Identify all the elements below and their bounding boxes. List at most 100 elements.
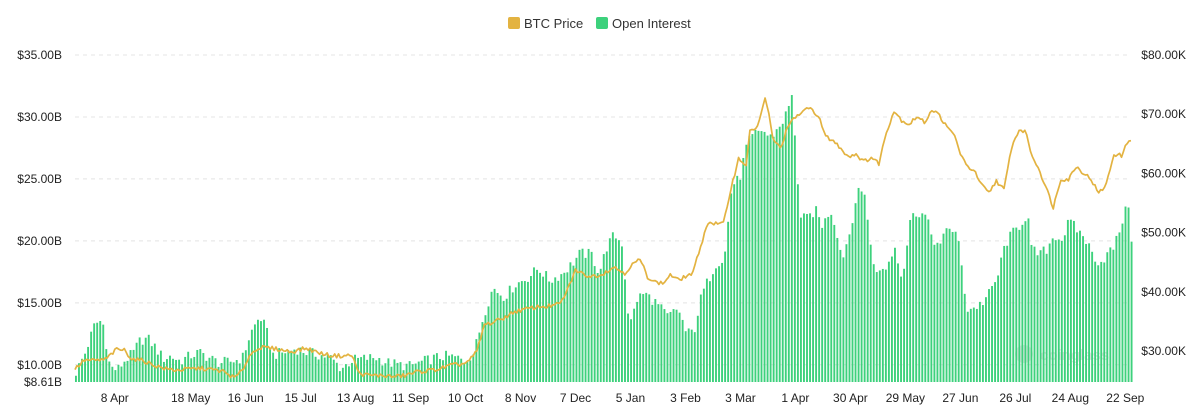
open-interest-bar xyxy=(508,285,511,382)
open-interest-bar xyxy=(1103,262,1106,382)
open-interest-bar xyxy=(1060,240,1063,382)
open-interest-bar xyxy=(208,357,211,382)
open-interest-bar xyxy=(778,126,781,382)
open-interest-bar xyxy=(1051,238,1054,382)
open-interest-bar xyxy=(341,367,344,382)
open-interest-bar xyxy=(818,217,821,382)
open-interest-bar xyxy=(1027,218,1030,382)
open-interest-bar xyxy=(1079,230,1081,382)
open-interest-bar xyxy=(830,214,833,382)
open-interest-bar xyxy=(190,358,193,382)
open-interest-bar xyxy=(988,289,990,382)
legend[interactable]: BTC Price Open Interest xyxy=(508,16,691,31)
x-axis-tick-label: 15 Jul xyxy=(285,391,317,405)
open-interest-bar xyxy=(1106,252,1109,382)
open-interest-bar xyxy=(760,131,763,382)
legend-swatch-open-interest xyxy=(596,17,608,29)
open-interest-bar xyxy=(1012,227,1015,382)
open-interest-bar xyxy=(475,339,478,382)
open-interest-bar xyxy=(1054,240,1057,382)
open-interest-bar xyxy=(854,203,857,382)
open-interest-bar xyxy=(105,349,108,382)
open-interest-bar xyxy=(536,269,538,382)
open-interest-bar xyxy=(199,349,202,382)
open-interest-bar xyxy=(975,308,978,382)
open-interest-bar xyxy=(141,344,144,382)
open-interest-bar xyxy=(642,294,645,382)
open-interest-bar xyxy=(326,354,329,382)
left-axis-tick-label: $10.00B xyxy=(17,358,62,372)
right-axis-tick-label: $50.00K xyxy=(1141,226,1186,240)
x-axis-tick-label: 24 Aug xyxy=(1052,391,1089,405)
open-interest-bar xyxy=(93,323,96,382)
open-interest-bar xyxy=(269,347,272,382)
legend-item-btc-price[interactable]: BTC Price xyxy=(508,16,583,31)
open-interest-bar xyxy=(754,129,757,382)
open-interest-bar xyxy=(781,123,784,382)
open-interest-bar xyxy=(1057,239,1060,382)
open-interest-bar xyxy=(985,297,987,382)
open-interest-bar xyxy=(193,356,196,382)
open-interest-bar xyxy=(493,288,496,382)
right-axis-tick-label: $80.00K xyxy=(1141,48,1186,62)
open-interest-bar xyxy=(466,362,469,382)
open-interest-bar xyxy=(815,206,818,382)
open-interest-bar xyxy=(930,234,933,382)
open-interest-bar xyxy=(842,257,845,382)
open-interest-bar xyxy=(1088,243,1091,382)
open-interest-bar xyxy=(793,135,796,382)
open-interest-bar xyxy=(526,281,529,382)
open-interest-bar xyxy=(972,307,975,382)
open-interest-bar xyxy=(120,366,123,382)
open-interest-bar xyxy=(748,135,751,382)
open-interest-bar xyxy=(1024,221,1027,382)
open-interest-bar xyxy=(266,327,268,382)
open-interest-bar xyxy=(672,309,675,382)
open-interest-bar xyxy=(584,257,587,382)
open-interest-bar xyxy=(978,301,981,382)
open-interest-bar xyxy=(809,213,811,382)
open-interest-bar xyxy=(869,244,872,382)
x-axis-tick-label: 8 Nov xyxy=(505,391,536,405)
open-interest-bar xyxy=(320,355,323,382)
open-interest-bar xyxy=(214,358,217,382)
open-interest-bar xyxy=(1082,236,1084,382)
open-interest-bar xyxy=(699,294,702,382)
open-interest-bar xyxy=(487,306,490,382)
open-interest-bar xyxy=(1127,207,1130,382)
open-interest-bar xyxy=(763,131,766,382)
open-interest-bar xyxy=(790,95,793,382)
open-interest-bar xyxy=(511,292,514,382)
open-interest-bar xyxy=(469,360,472,382)
x-axis-tick-label: 8 Apr xyxy=(101,391,129,405)
open-interest-bar xyxy=(223,356,226,382)
legend-swatch-btc-price xyxy=(508,17,520,29)
open-interest-bar xyxy=(678,312,681,382)
open-interest-bar xyxy=(997,275,1000,382)
x-axis-tick-label: 3 Feb xyxy=(670,391,701,405)
open-interest-bar xyxy=(372,358,375,382)
open-interest-bar xyxy=(1045,253,1048,382)
open-interest-bar xyxy=(957,241,960,382)
open-interest-bar xyxy=(90,331,93,382)
x-axis-tick-label: 18 May xyxy=(171,391,210,405)
open-interest-bar xyxy=(129,350,132,382)
open-interest-bar xyxy=(690,329,693,382)
open-interest-bar xyxy=(1000,257,1003,382)
legend-item-open-interest[interactable]: Open Interest xyxy=(596,16,691,31)
open-interest-bar xyxy=(135,342,138,382)
open-interest-bar xyxy=(87,346,90,382)
open-interest-bar xyxy=(278,348,281,382)
open-interest-bar xyxy=(253,324,256,382)
left-axis-tick-label: $35.00B xyxy=(17,48,62,62)
open-interest-bar xyxy=(499,295,502,382)
right-axis-tick-label: $40.00K xyxy=(1141,285,1186,299)
open-interest-bar xyxy=(1003,245,1006,382)
open-interest-bar xyxy=(378,358,381,382)
open-interest-bar xyxy=(1072,220,1075,382)
open-interest-bar xyxy=(439,358,441,382)
open-interest-bar xyxy=(739,179,742,382)
open-interest-bar xyxy=(903,268,906,382)
open-interest-bar xyxy=(323,357,326,382)
open-interest-bar xyxy=(448,355,451,382)
